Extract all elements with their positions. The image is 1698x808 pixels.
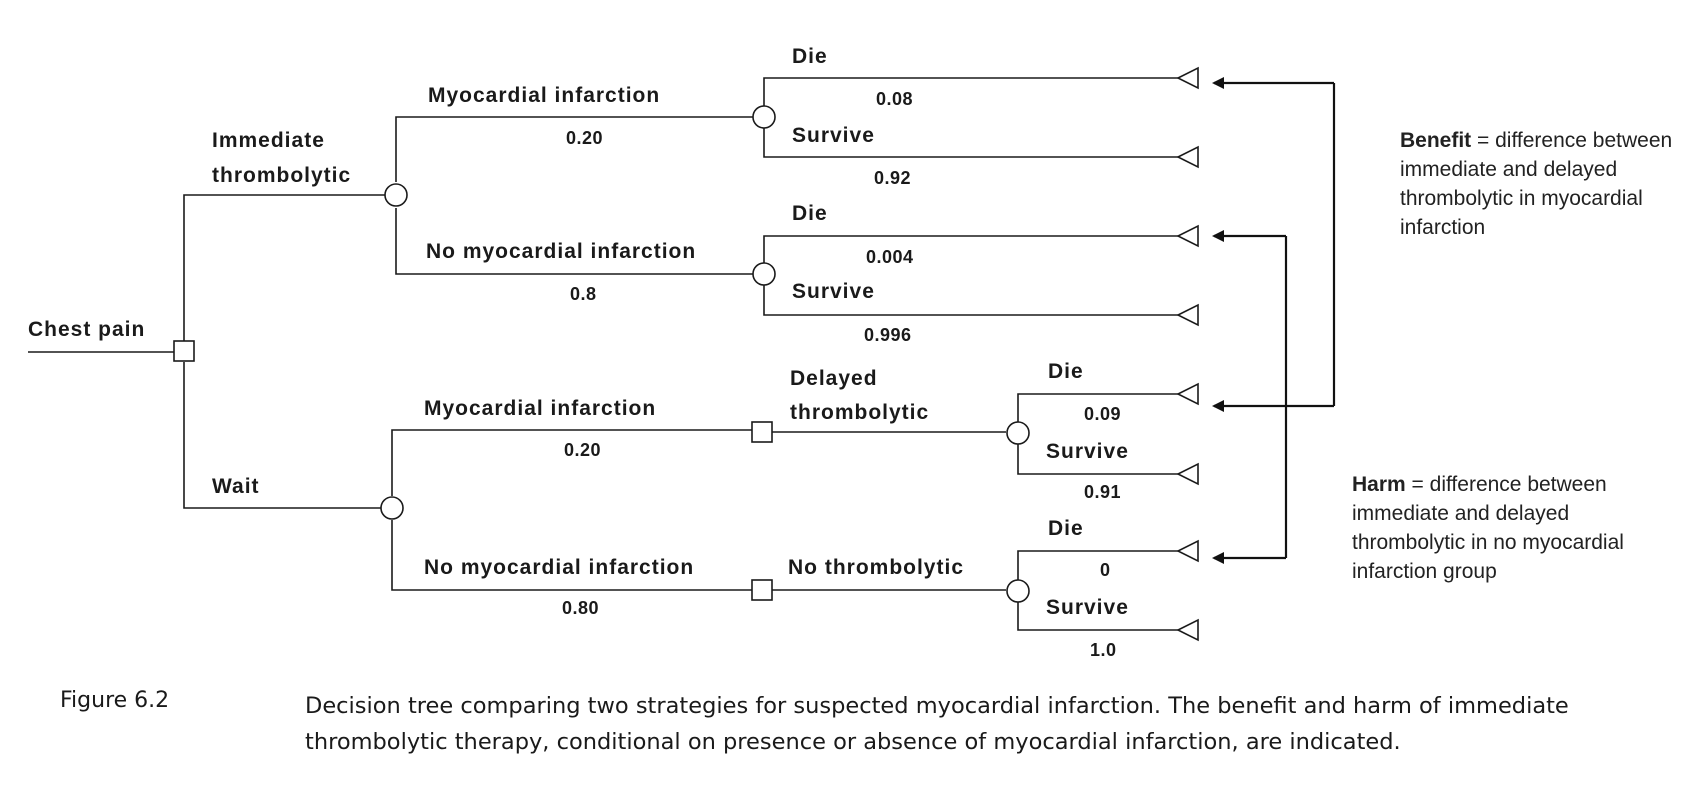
label-imm-nomi-die: Die (792, 202, 828, 225)
prob-wait-no-mi: 0.80 (562, 598, 599, 618)
harm-description: = difference between immediate and delay… (1352, 473, 1624, 583)
edge-imm-nomi-survive (763, 285, 1180, 316)
terminal-node-5 (1176, 382, 1199, 406)
edge-immediate (183, 194, 386, 343)
harm-term: Harm (1352, 473, 1406, 496)
prob-imm-mi: 0.20 (566, 128, 603, 148)
label-wait-nomi-survive: Survive (1046, 596, 1129, 619)
probability-labels: 0.20 0.8 0.08 0.92 0.004 0.996 0.20 0.80… (562, 89, 1121, 660)
prob-imm-mi-die: 0.08 (876, 89, 913, 109)
edge-wait-nomi-survive (1017, 602, 1180, 631)
harm-annotation: Harm = difference between immediate and … (1352, 470, 1682, 586)
edge-wait-mi (391, 429, 752, 496)
prob-imm-mi-survive: 0.92 (874, 168, 911, 188)
terminal-node-7 (1176, 539, 1199, 563)
edge-imm-no-mi (395, 208, 758, 275)
prob-wait-nomi-survive: 1.0 (1090, 640, 1117, 660)
label-delayed-line2: thrombolytic (790, 401, 929, 424)
label-no-thrombolytic: No thrombolytic (788, 556, 964, 579)
edge-imm-mi-survive (763, 128, 1180, 158)
label-imm-mi-die: Die (792, 45, 828, 68)
edge-wait-mi-survive (1017, 444, 1180, 475)
terminal-node-4 (1176, 303, 1199, 327)
edge-wait-nomi-die (1017, 550, 1180, 580)
terminal-node-1 (1176, 66, 1199, 90)
edge-wait-mi-die (1017, 393, 1180, 422)
label-wait-no-mi: No myocardial infarction (424, 556, 694, 579)
decision-node-wait-mi (751, 421, 773, 443)
benefit-description: = difference between immediate and delay… (1400, 129, 1673, 239)
label-chest-pain: Chest pain (28, 318, 145, 341)
label-wait-mi: Myocardial infarction (424, 397, 656, 420)
chance-node-imm-no-mi (752, 262, 776, 286)
edge-wait (183, 362, 382, 509)
label-imm-mi: Myocardial infarction (428, 84, 660, 107)
terminal-node-3 (1176, 224, 1199, 248)
edge-imm-mi (395, 116, 758, 182)
edge-imm-mi-die (763, 77, 1180, 106)
decision-node-wait-no-mi (751, 579, 773, 601)
label-imm-nomi-survive: Survive (792, 280, 875, 303)
prob-wait-mi-survive: 0.91 (1084, 482, 1121, 502)
terminal-nodes (1176, 66, 1199, 642)
label-wait-mi-die: Die (1048, 360, 1084, 383)
terminal-node-2 (1176, 145, 1199, 169)
label-immediate-line2: thrombolytic (212, 164, 351, 187)
prob-imm-no-mi: 0.8 (570, 284, 597, 304)
label-imm-mi-survive: Survive (792, 124, 875, 147)
benefit-term: Benefit (1400, 129, 1472, 152)
terminal-node-6 (1176, 462, 1199, 486)
label-wait-mi-survive: Survive (1046, 440, 1129, 463)
comparison-arrows (1212, 77, 1336, 564)
chance-node-imm-mi (752, 105, 776, 129)
tree-nodes (173, 105, 1030, 603)
prob-imm-nomi-survive: 0.996 (864, 325, 912, 345)
label-delayed-line1: Delayed (790, 367, 878, 390)
chance-node-no-thrombolytic (1006, 579, 1030, 603)
edge-wait-no-mi (391, 520, 752, 591)
figure-label: Figure 6.2 (60, 688, 170, 713)
tree-edges (28, 77, 1180, 631)
chance-node-wait (380, 496, 404, 520)
edge-imm-nomi-die (763, 235, 1180, 263)
decision-node-root (173, 340, 195, 362)
prob-wait-nomi-die: 0 (1100, 560, 1111, 580)
label-immediate-line1: Immediate (212, 129, 325, 152)
chance-node-delayed (1006, 421, 1030, 445)
label-wait: Wait (212, 475, 260, 498)
prob-wait-mi: 0.20 (564, 440, 601, 460)
label-imm-no-mi: No myocardial infarction (426, 240, 696, 263)
chance-node-immediate (384, 183, 408, 207)
label-wait-nomi-die: Die (1048, 517, 1084, 540)
prob-imm-nomi-die: 0.004 (866, 247, 914, 267)
branch-labels: Chest pain Immediate thrombolytic Wait M… (28, 45, 1129, 619)
terminal-node-8 (1176, 618, 1199, 642)
benefit-annotation: Benefit = difference between immediate a… (1400, 126, 1690, 242)
prob-wait-mi-die: 0.09 (1084, 404, 1121, 424)
figure-caption: Decision tree comparing two strategies f… (305, 693, 1569, 755)
